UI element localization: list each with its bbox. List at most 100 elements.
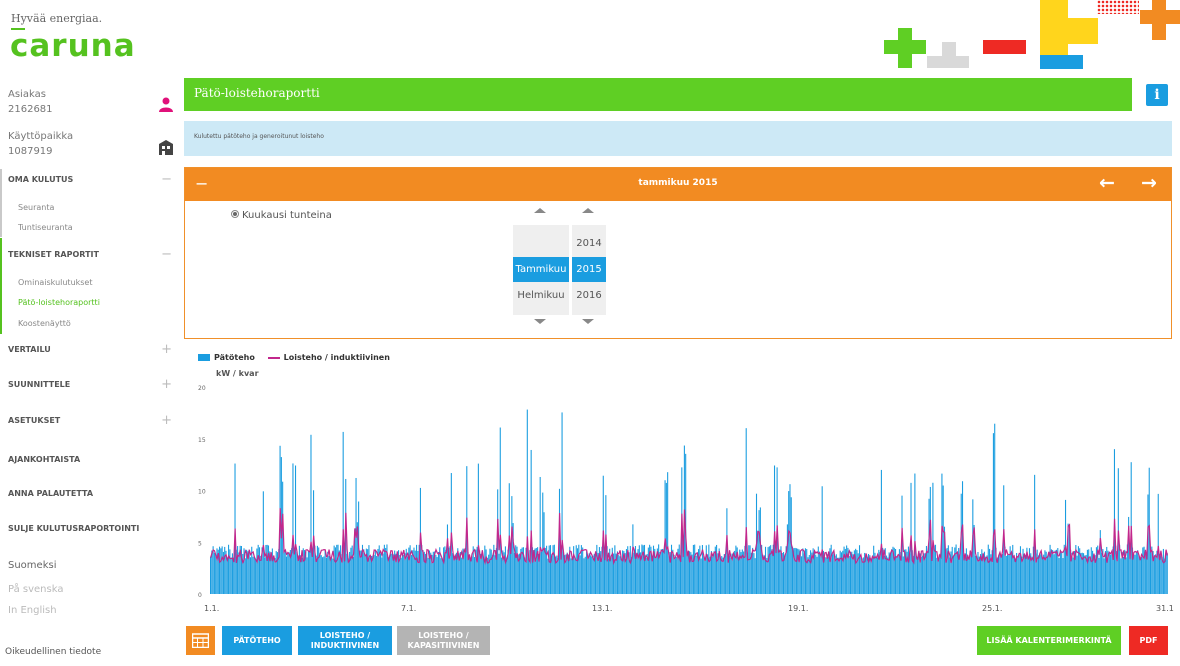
nav-item-pato-loistehoraportti[interactable]: Pätö-loistehoraportti <box>18 298 100 307</box>
bar-patoteho <box>211 550 213 594</box>
calendar-icon[interactable] <box>186 626 215 655</box>
bar-patoteho <box>676 557 678 594</box>
bar-patoteho <box>396 551 398 594</box>
lang-pa-svenska[interactable]: På svenska <box>8 584 64 595</box>
nav-item-koostenaytto[interactable]: Koostenäyttö <box>18 319 71 328</box>
bar-patoteho <box>631 557 633 594</box>
bar-patoteho <box>336 544 338 594</box>
loisteho-induktiivinen-button[interactable]: LOISTEHO / INDUKTIIVINEN <box>298 626 392 655</box>
bar-patoteho <box>347 558 349 594</box>
pdf-button[interactable]: PDF <box>1129 626 1168 655</box>
bar-patoteho <box>278 548 280 594</box>
expand-icon[interactable]: + <box>161 342 172 357</box>
arrow-left-icon[interactable]: ← <box>1099 172 1115 194</box>
collapse-icon[interactable]: − <box>161 172 172 187</box>
x-tick-label: 13.1. <box>592 604 612 613</box>
bar-patoteho <box>309 551 311 594</box>
nav-item-seuranta[interactable]: Seuranta <box>18 203 55 212</box>
nav-sulje-kulutusraportointi[interactable]: SULJE KULUTUSRAPORTOINTI <box>0 518 178 540</box>
collapse-panel-icon[interactable]: − <box>195 174 209 193</box>
radio-kuukausi-tunteina[interactable]: Kuukausi tunteina <box>231 210 332 221</box>
radio-button[interactable] <box>231 210 239 218</box>
bar-patoteho <box>475 549 477 594</box>
bar-patoteho <box>1138 555 1140 594</box>
bar-patoteho <box>659 551 661 594</box>
lisaa-kalenterimerkinta-button[interactable]: LISÄÄ KALENTERIMERKINTÄ <box>977 626 1121 655</box>
building-icon[interactable] <box>158 139 174 155</box>
month-picker[interactable]: Tammikuu Helmikuu <box>513 225 569 315</box>
bar-patoteho <box>959 554 961 594</box>
nav-item-ominaiskulutukset[interactable]: Ominaiskulutukset <box>18 278 93 287</box>
bar-patoteho <box>440 558 442 594</box>
info-icon[interactable]: i <box>1146 84 1168 106</box>
bar-patoteho <box>821 486 823 594</box>
lang-in-english[interactable]: In English <box>8 605 57 616</box>
nav-tekniset-raportit[interactable]: TEKNISET RAPORTIT − <box>0 244 178 266</box>
month-option[interactable] <box>513 225 569 250</box>
year-option-selected[interactable]: 2015 <box>572 257 606 282</box>
bar-patoteho <box>1083 553 1085 594</box>
person-icon[interactable] <box>158 96 174 112</box>
legend-item-patoteho[interactable]: Pätöteho <box>198 353 255 362</box>
bar-patoteho <box>370 555 373 594</box>
bar-patoteho <box>763 556 765 594</box>
bar-patoteho <box>300 555 302 594</box>
bar-patoteho <box>909 553 911 594</box>
nav-ajankohtaista[interactable]: AJANKOHTAISTA <box>0 449 178 471</box>
bar-patoteho <box>363 549 365 594</box>
bar-patoteho <box>700 558 702 594</box>
year-option[interactable]: 2014 <box>576 238 602 249</box>
deco-red-bar <box>983 40 1026 54</box>
bar-patoteho <box>946 547 948 594</box>
nav-asetukset[interactable]: ASETUKSET + <box>0 410 178 432</box>
bar-patoteho <box>740 552 742 594</box>
bar-patoteho <box>494 555 496 594</box>
bar-patoteho <box>900 552 902 594</box>
bar-patoteho <box>695 555 697 594</box>
bar-patoteho <box>552 545 554 594</box>
month-down-arrow[interactable] <box>534 317 546 325</box>
nav-vertailu[interactable]: VERTAILU + <box>0 339 178 361</box>
patoteho-button[interactable]: PÄTÖTEHO <box>222 626 292 655</box>
page-title: Pätö-loistehoraportti <box>194 86 320 100</box>
bar-patoteho <box>293 551 295 594</box>
legend-item-loisteho[interactable]: Loisteho / induktiivinen <box>267 353 390 362</box>
month-up-arrow[interactable] <box>534 207 546 215</box>
legal-link[interactable]: Oikeudellinen tiedote <box>5 647 102 657</box>
bar-patoteho <box>672 549 674 594</box>
arrow-right-icon[interactable]: → <box>1141 172 1157 194</box>
bar-patoteho <box>260 555 262 594</box>
bar-patoteho <box>567 554 570 594</box>
lang-suomeksi[interactable]: Suomeksi <box>8 560 57 571</box>
bar-patoteho <box>896 557 898 594</box>
caruna-logo[interactable]: caruna <box>10 28 136 64</box>
loisteho-kapasitiivinen-button[interactable]: LOISTEHO / KAPASITIIVINEN <box>397 626 490 655</box>
bar-patoteho <box>615 553 617 594</box>
expand-icon[interactable]: + <box>161 377 172 392</box>
month-option-selected[interactable]: Tammikuu <box>513 257 569 282</box>
bar-patoteho <box>231 553 233 594</box>
bar-patoteho <box>964 553 966 594</box>
bar-patoteho <box>834 555 836 594</box>
nav-oma-kulutus[interactable]: OMA KULUTUS − <box>0 169 178 191</box>
bar-patoteho <box>923 553 925 594</box>
year-up-arrow[interactable] <box>582 207 594 215</box>
bar-patoteho <box>310 434 312 594</box>
collapse-icon[interactable]: − <box>161 247 172 262</box>
year-picker[interactable]: 2014 2015 2016 <box>572 225 606 315</box>
bar-patoteho <box>1129 552 1131 594</box>
month-option[interactable]: Helmikuu <box>517 290 565 301</box>
bar-patoteho <box>226 558 228 594</box>
nav-item-tuntiseuranta[interactable]: Tuntiseuranta <box>18 223 73 232</box>
bar-patoteho <box>773 465 776 594</box>
nav-anna-palautetta[interactable]: ANNA PALAUTETTA <box>0 483 178 505</box>
bar-patoteho <box>434 551 436 594</box>
expand-icon[interactable]: + <box>161 413 172 428</box>
bar-patoteho <box>262 491 264 594</box>
nav-suunnittele[interactable]: SUUNNITTELE + <box>0 374 178 396</box>
bar-patoteho <box>497 489 499 594</box>
bar-patoteho <box>692 544 694 594</box>
year-down-arrow[interactable] <box>582 317 594 325</box>
bar-patoteho <box>815 554 817 594</box>
year-option[interactable]: 2016 <box>576 290 602 301</box>
